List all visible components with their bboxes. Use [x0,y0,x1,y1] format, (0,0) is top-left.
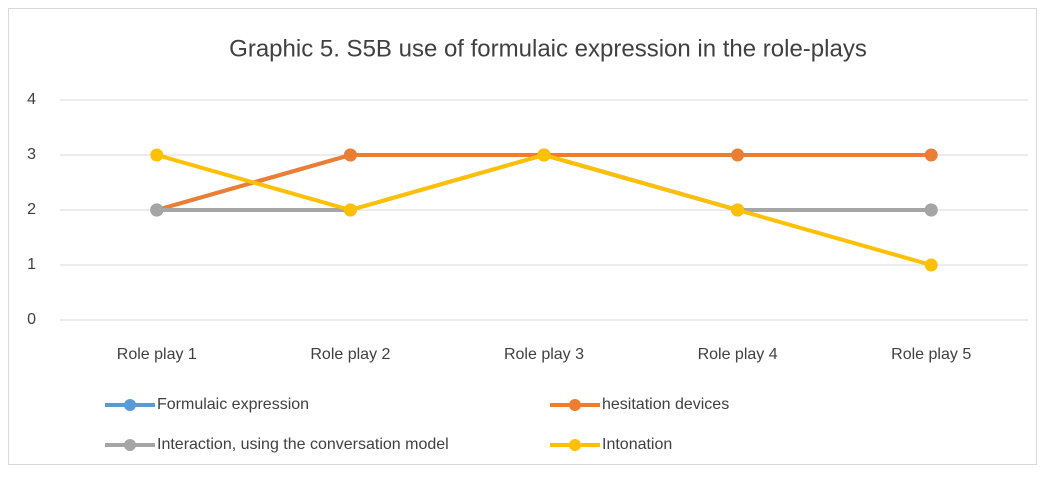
y-tick-label: 3 [27,146,36,163]
point [343,148,357,162]
legend-label: Intonation [602,436,672,453]
point [924,258,938,272]
point [924,203,938,217]
y-tick-label: 2 [27,201,36,218]
legend-label: hesitation devices [602,396,729,413]
legend-marker [124,399,136,411]
point [924,148,938,162]
point [343,203,357,217]
point [150,203,164,217]
y-tick-label: 4 [27,91,36,108]
x-tick-label: Role play 1 [117,346,197,363]
x-tick-label: Role play 3 [504,346,584,363]
chart-title: Graphic 5. S5B use of formulaic expressi… [229,35,867,62]
x-tick-label: Role play 2 [310,346,390,363]
point [537,148,551,162]
x-tick-label: Role play 5 [891,346,971,363]
point [150,148,164,162]
chart-border [8,8,1037,465]
point [731,148,745,162]
legend-marker [569,439,581,451]
legend-marker [569,399,581,411]
y-tick-label: 1 [27,256,36,273]
x-tick-label: Role play 4 [698,346,778,363]
legend-label: Interaction, using the conversation mode… [157,436,449,453]
legend-label: Formulaic expression [157,396,309,413]
legend-marker [124,439,136,451]
y-tick-label: 0 [27,311,36,328]
point [731,203,745,217]
